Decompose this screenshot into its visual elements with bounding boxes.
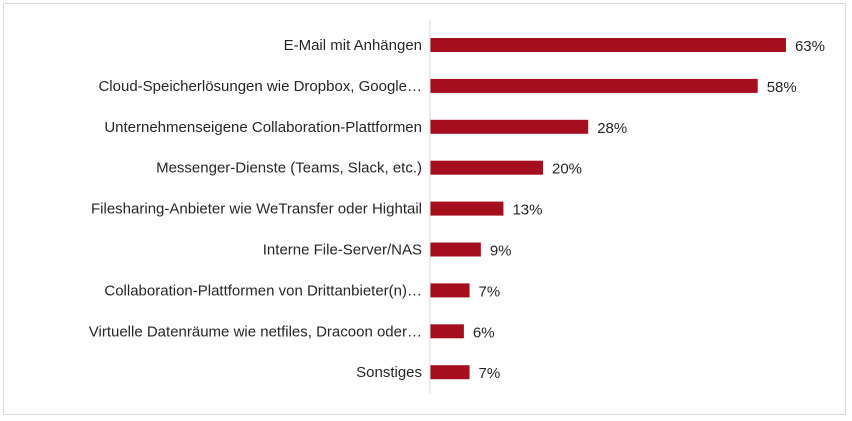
category-label: Sonstiges	[356, 364, 422, 381]
category-label: E-Mail mit Anhängen	[284, 37, 422, 54]
data-label: 6%	[473, 324, 495, 341]
data-label: 58%	[767, 79, 797, 96]
category-label: Cloud-Speicherlösungen wie Dropbox, Goog…	[98, 78, 422, 95]
bar	[430, 119, 589, 134]
bar	[430, 365, 470, 380]
bar	[430, 78, 758, 93]
category-label: Interne File-Server/NAS	[263, 242, 422, 259]
bar	[430, 283, 470, 298]
category-label: Virtuelle Datenräume wie netfiles, Draco…	[89, 323, 422, 340]
bar	[430, 324, 464, 339]
data-label: 63%	[795, 38, 825, 55]
data-label: 7%	[479, 283, 501, 300]
data-label: 20%	[552, 161, 582, 178]
bar	[430, 38, 786, 52]
bar	[430, 242, 481, 257]
data-label: 9%	[490, 243, 512, 260]
data-label: 7%	[479, 365, 501, 382]
chart-frame	[3, 3, 846, 415]
category-label: Filesharing-Anbieter wie WeTransfer oder…	[91, 201, 422, 218]
category-label: Unternehmenseigene Collaboration-Plattfo…	[104, 119, 422, 136]
category-label: Messenger-Dienste (Teams, Slack, etc.)	[156, 160, 422, 177]
category-label: Collaboration-Plattformen von Drittanbie…	[104, 282, 422, 299]
bar	[430, 160, 543, 175]
data-label: 13%	[512, 202, 542, 219]
data-label: 28%	[597, 120, 627, 137]
bar	[430, 201, 504, 216]
